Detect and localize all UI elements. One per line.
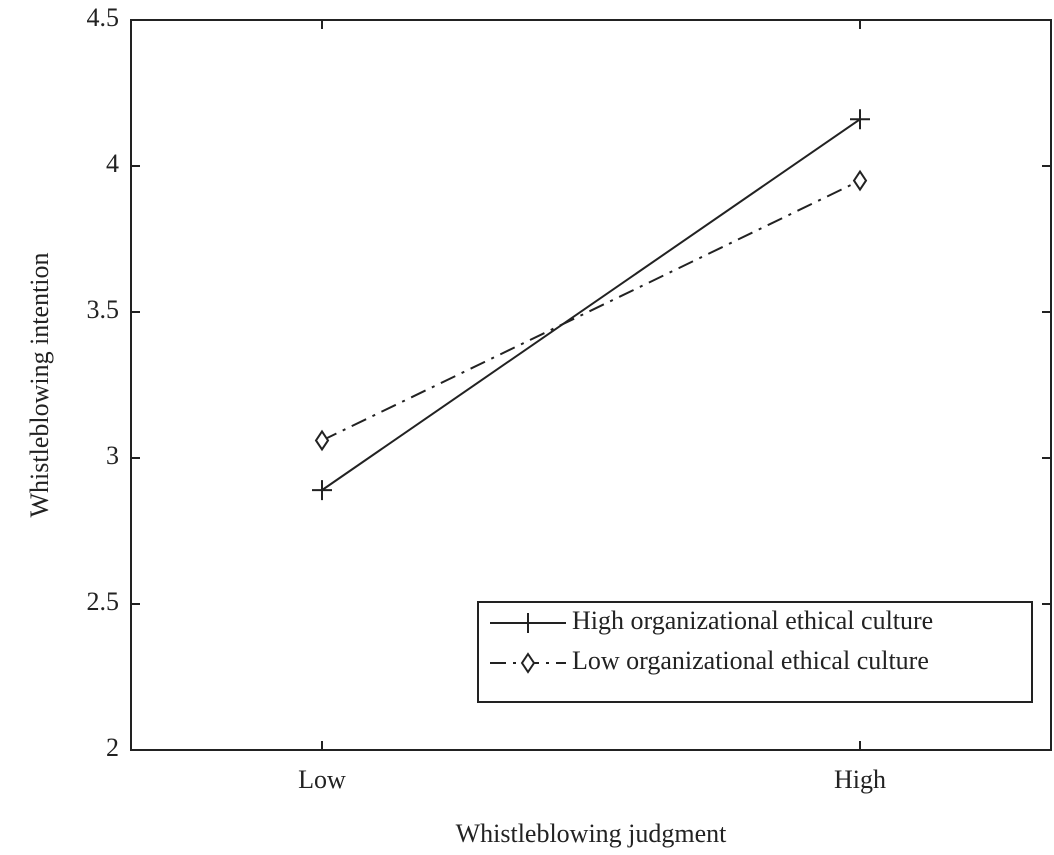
x-axis-label: Whistleblowing judgment	[456, 819, 728, 848]
y-axis-label: Whistleblowing intention	[25, 252, 54, 517]
marker	[312, 480, 332, 501]
marker	[852, 169, 868, 192]
y-tick-label: 3.5	[87, 295, 120, 324]
marker	[518, 613, 538, 633]
marker	[520, 652, 536, 674]
y-tick-label: 2.5	[87, 587, 120, 616]
plot-frame	[130, 19, 1052, 751]
x-tick-label: Low	[298, 765, 346, 794]
y-tick-label: 4	[106, 149, 119, 178]
marker	[850, 109, 870, 130]
y-tick-label: 4.5	[87, 3, 120, 32]
series-line	[321, 118, 861, 491]
legend-label: Low organizational ethical culture	[572, 646, 929, 675]
legend-label: High organizational ethical culture	[572, 606, 933, 635]
marker	[314, 429, 330, 452]
series-line	[321, 179, 861, 442]
x-tick-label: High	[834, 765, 886, 794]
y-tick-label: 2	[106, 733, 119, 762]
y-tick-label: 3	[106, 441, 119, 470]
legend-box	[477, 601, 1033, 703]
